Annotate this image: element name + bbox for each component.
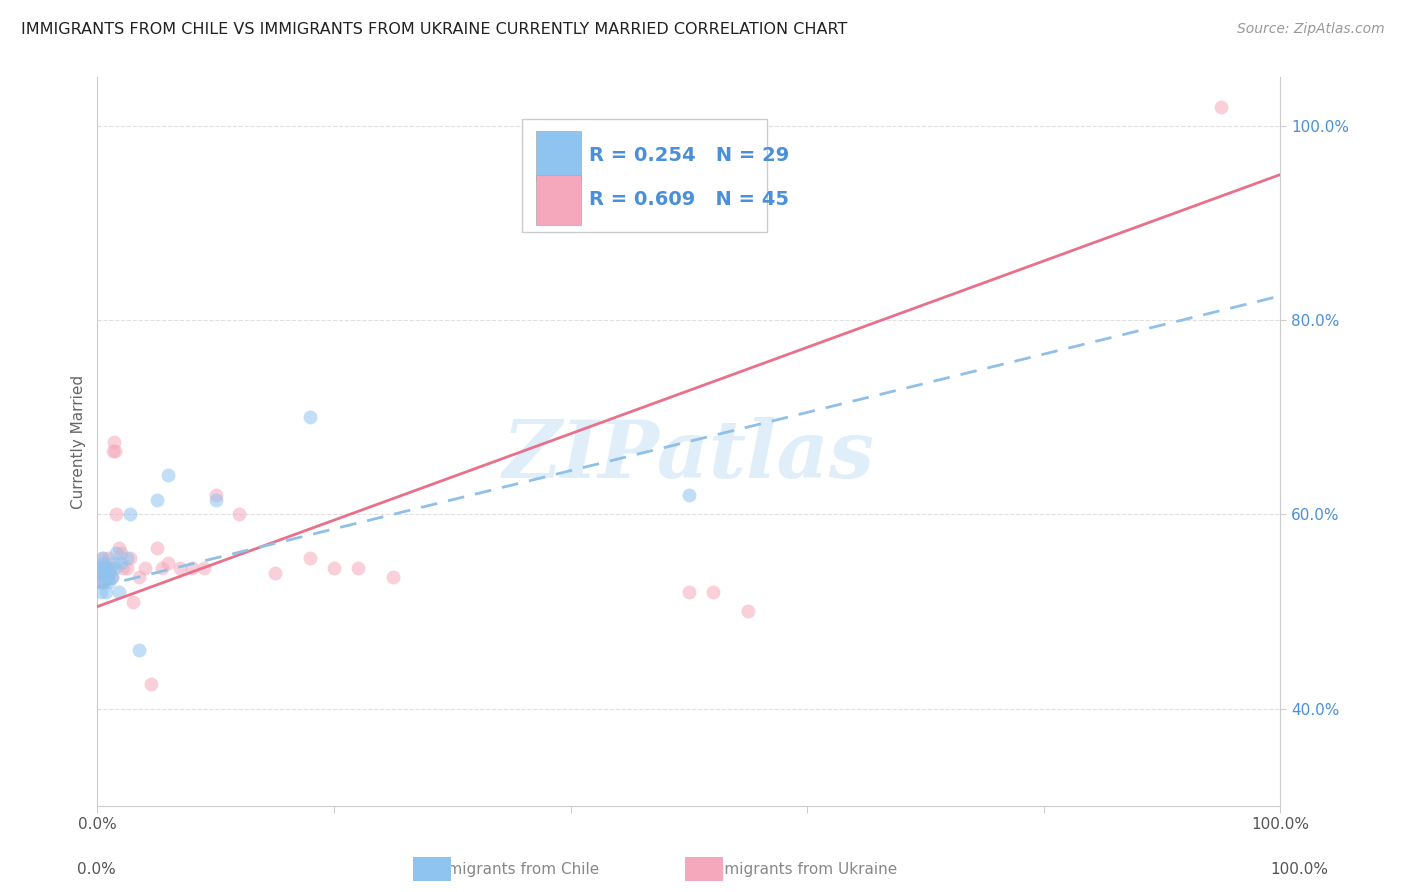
Text: ZIPatlas: ZIPatlas xyxy=(503,417,875,495)
Point xyxy=(737,604,759,618)
Point xyxy=(100,570,122,584)
Point xyxy=(299,410,322,425)
Point xyxy=(105,546,128,560)
Text: Immigrants from Chile: Immigrants from Chile xyxy=(427,863,599,877)
Point xyxy=(87,566,110,580)
Point xyxy=(112,560,135,574)
Point xyxy=(157,556,180,570)
Point xyxy=(128,643,150,657)
Point xyxy=(1211,99,1233,113)
Point xyxy=(193,560,215,574)
Text: R = 0.254   N = 29: R = 0.254 N = 29 xyxy=(589,146,789,165)
Point xyxy=(97,551,120,566)
Point xyxy=(107,541,129,556)
Point xyxy=(87,560,110,574)
Point xyxy=(93,575,115,590)
Point xyxy=(128,570,150,584)
Point xyxy=(98,566,121,580)
Point xyxy=(100,570,122,584)
Point xyxy=(90,585,112,599)
Point xyxy=(103,434,125,449)
Point xyxy=(204,492,226,507)
Point xyxy=(204,488,226,502)
Text: R = 0.609   N = 45: R = 0.609 N = 45 xyxy=(589,190,789,210)
Text: Immigrants from Ukraine: Immigrants from Ukraine xyxy=(706,863,897,877)
Point xyxy=(121,595,143,609)
Text: IMMIGRANTS FROM CHILE VS IMMIGRANTS FROM UKRAINE CURRENTLY MARRIED CORRELATION C: IMMIGRANTS FROM CHILE VS IMMIGRANTS FROM… xyxy=(21,22,848,37)
Point xyxy=(89,575,111,590)
Point xyxy=(98,575,121,590)
Point xyxy=(120,551,142,566)
Point xyxy=(678,585,700,599)
Point xyxy=(110,546,132,560)
Point xyxy=(93,566,115,580)
Text: 0.0%: 0.0% xyxy=(77,863,117,877)
Point xyxy=(157,468,180,483)
Point xyxy=(299,551,322,566)
Point xyxy=(96,570,118,584)
Point xyxy=(152,560,174,574)
Point xyxy=(181,560,204,574)
Point xyxy=(91,560,114,574)
Text: 100.0%: 100.0% xyxy=(1271,863,1329,877)
Point xyxy=(104,560,127,574)
Point xyxy=(101,444,124,458)
Point xyxy=(91,560,114,574)
Point xyxy=(115,560,138,574)
Point xyxy=(346,560,368,574)
Point xyxy=(97,560,120,574)
Point xyxy=(98,566,121,580)
Point xyxy=(91,575,114,590)
Text: Source: ZipAtlas.com: Source: ZipAtlas.com xyxy=(1237,22,1385,37)
Point xyxy=(89,566,111,580)
Point xyxy=(91,566,114,580)
Point xyxy=(145,541,167,556)
Y-axis label: Currently Married: Currently Married xyxy=(72,375,86,508)
Point xyxy=(134,560,156,574)
Point xyxy=(139,677,162,691)
Point xyxy=(90,560,112,574)
Point xyxy=(91,551,114,566)
Point xyxy=(105,508,128,522)
Point xyxy=(169,560,191,574)
Point xyxy=(678,488,700,502)
Point xyxy=(702,585,724,599)
Point xyxy=(104,444,127,458)
Point xyxy=(91,566,114,580)
Point xyxy=(107,585,129,599)
Point xyxy=(110,556,132,570)
Point xyxy=(115,551,138,566)
Point xyxy=(323,560,346,574)
Point xyxy=(94,560,117,574)
Point xyxy=(89,560,111,574)
Point xyxy=(145,492,167,507)
Point xyxy=(93,560,115,574)
Point xyxy=(103,556,125,570)
Point xyxy=(382,570,405,584)
Point xyxy=(91,556,114,570)
Point xyxy=(98,560,121,574)
Point xyxy=(94,585,117,599)
Point xyxy=(228,508,250,522)
Point xyxy=(91,551,114,566)
Point xyxy=(96,570,118,584)
Point xyxy=(120,508,142,522)
Point xyxy=(263,566,285,580)
Point xyxy=(90,575,112,590)
